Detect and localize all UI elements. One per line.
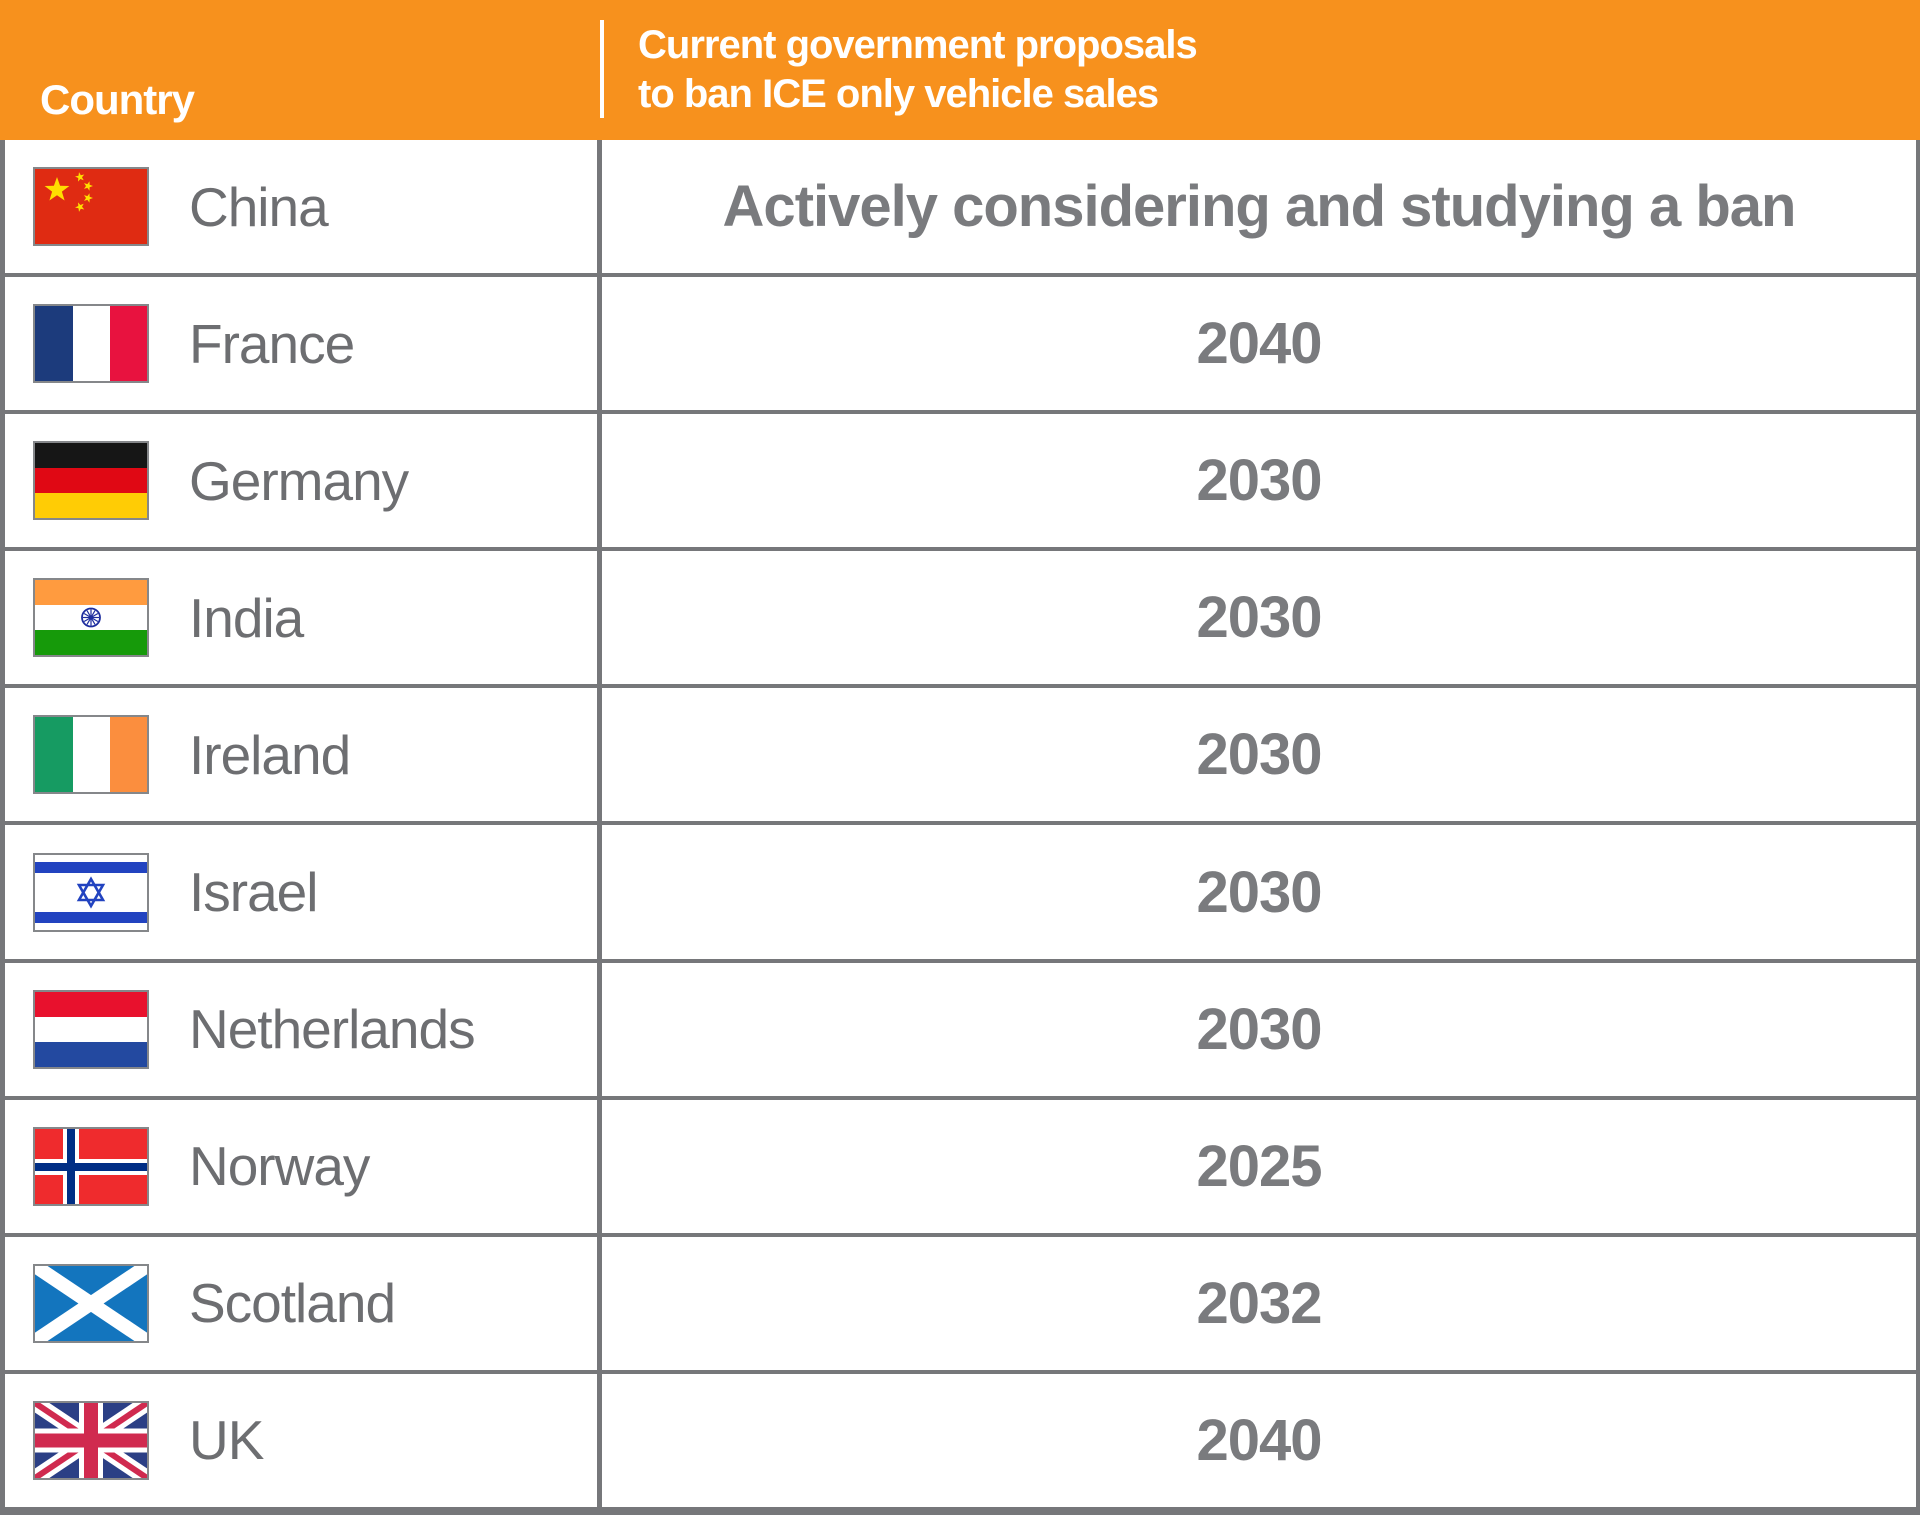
- table-row: Netherlands 2030: [5, 962, 1916, 1100]
- table-row: France 2040: [5, 277, 1916, 415]
- proposal-cell: 2030: [602, 414, 1916, 547]
- proposal-cell: 2040: [602, 277, 1916, 410]
- proposal-cell: 2030: [602, 688, 1916, 821]
- country-cell: UK: [5, 1373, 602, 1507]
- proposal-value: 2030: [1196, 448, 1322, 514]
- netherlands-flag: [33, 989, 149, 1069]
- proposal-value: 2040: [1196, 311, 1322, 377]
- proposal-value: 2030: [1196, 996, 1322, 1062]
- germany-flag: [33, 441, 149, 521]
- table-row: Germany 2030: [5, 414, 1916, 552]
- country-column-header: Country: [0, 0, 602, 140]
- country-label: France: [189, 312, 355, 375]
- country-cell: Germany: [5, 414, 602, 548]
- proposal-header-line2: to ban ICE only vehicle sales: [638, 72, 1159, 116]
- country-label: Ireland: [189, 723, 351, 786]
- proposal-cell: Actively considering and studying a ban: [602, 140, 1916, 273]
- uk-flag: [33, 1400, 149, 1480]
- proposal-cell: 2030: [602, 551, 1916, 684]
- country-cell: Israel: [5, 825, 602, 959]
- country-header-label: Country: [40, 76, 195, 123]
- proposal-column-header: Current government proposals to ban ICE …: [602, 0, 1920, 140]
- proposal-cell: 2040: [602, 1374, 1916, 1507]
- table-row: UK 2040: [5, 1373, 1916, 1507]
- country-cell: Norway: [5, 1099, 602, 1233]
- country-label: UK: [189, 1409, 264, 1472]
- proposal-cell: 2032: [602, 1237, 1916, 1370]
- china-flag: [33, 167, 149, 247]
- country-label: India: [189, 586, 304, 649]
- table-row: China Actively considering and studying …: [5, 140, 1916, 278]
- country-label: Norway: [189, 1135, 370, 1198]
- proposal-value: 2032: [1196, 1270, 1322, 1336]
- country-cell: France: [5, 277, 602, 411]
- proposal-cell: 2025: [602, 1100, 1916, 1233]
- norway-flag: [33, 1126, 149, 1206]
- proposal-cell: 2030: [602, 963, 1916, 1096]
- table-row: Scotland 2032: [5, 1236, 1916, 1374]
- country-label: China: [189, 175, 329, 238]
- country-cell: Ireland: [5, 688, 602, 822]
- france-flag: [33, 304, 149, 384]
- proposal-header-line1: Current government proposals: [638, 23, 1198, 67]
- proposal-value: 2030: [1196, 585, 1322, 651]
- proposal-value: Actively considering and studying a ban: [722, 174, 1797, 240]
- table-header: Country Current government proposals to …: [0, 0, 1920, 140]
- country-cell: India: [5, 551, 602, 685]
- country-cell: Scotland: [5, 1236, 602, 1370]
- proposal-value: 2040: [1196, 1407, 1322, 1473]
- header-divider: [600, 20, 604, 118]
- proposal-value: 2025: [1196, 1133, 1322, 1199]
- table-body: China Actively considering and studying …: [0, 140, 1920, 1515]
- proposal-value: 2030: [1196, 859, 1322, 925]
- proposal-value: 2030: [1196, 722, 1322, 788]
- table-row: Norway 2025: [5, 1099, 1916, 1237]
- india-flag: [33, 578, 149, 658]
- table-row: Israel 2030: [5, 825, 1916, 963]
- country-label: Scotland: [189, 1272, 396, 1335]
- table-row: Ireland 2030: [5, 688, 1916, 826]
- table-row: India 2030: [5, 551, 1916, 689]
- israel-flag: [33, 852, 149, 932]
- country-cell: Netherlands: [5, 962, 602, 1096]
- proposal-cell: 2030: [602, 825, 1916, 958]
- scotland-flag: [33, 1263, 149, 1343]
- country-label: Netherlands: [189, 998, 476, 1061]
- ireland-flag: [33, 715, 149, 795]
- country-label: Israel: [189, 861, 318, 924]
- country-label: Germany: [189, 449, 409, 512]
- country-cell: China: [5, 140, 602, 274]
